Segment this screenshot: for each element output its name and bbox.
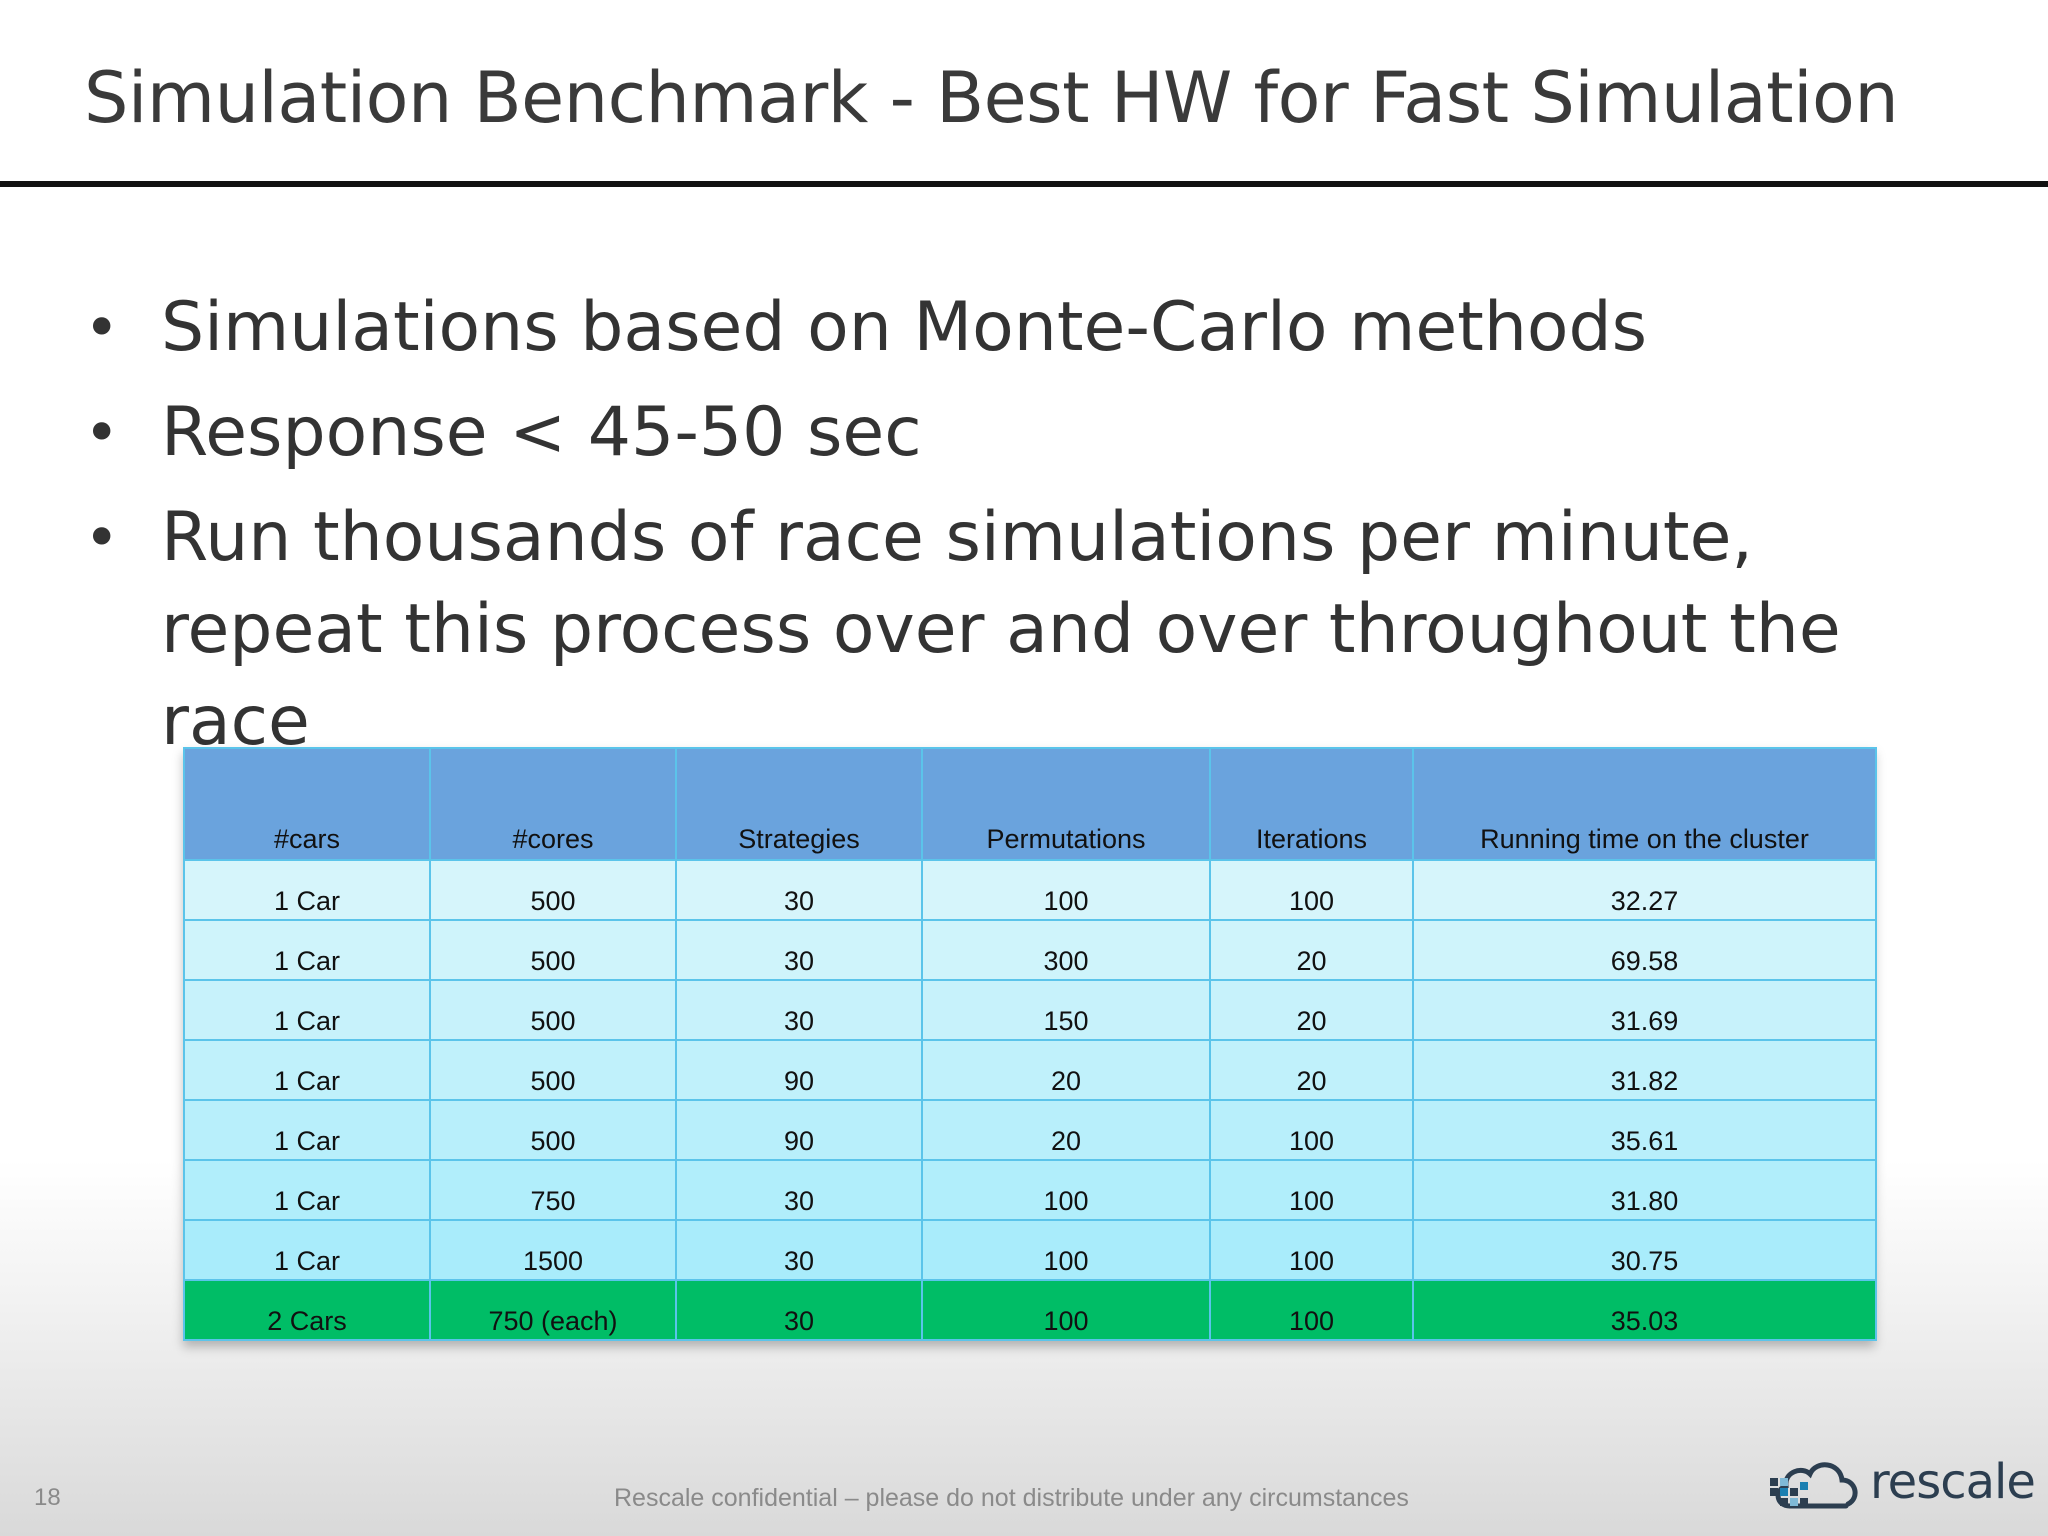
cell-running-time: 31.69 (1412, 979, 1877, 1041)
benchmark-table-container: #cars #cores Strategies Permutations Ite… (183, 747, 1877, 1341)
cell-strategies: 30 (675, 1219, 923, 1281)
cell-cars: 1 Car (183, 1159, 431, 1221)
cell-cores: 500 (429, 1039, 677, 1101)
cell-cars: 1 Car (183, 1039, 431, 1101)
cell-iterations: 100 (1209, 1159, 1414, 1221)
cell-iterations: 20 (1209, 919, 1414, 981)
table-row: 1 Car 500 30 100 100 32.27 (183, 859, 1877, 921)
cell-running-time: 31.80 (1412, 1159, 1877, 1221)
cell-strategies: 90 (675, 1099, 923, 1161)
bullet-marker: • (84, 503, 120, 573)
table-row: 1 Car 500 30 300 20 69.58 (183, 919, 1877, 981)
bullet-text: Response < 45-50 sec (161, 393, 922, 472)
cell-cores: 750 (429, 1159, 677, 1221)
benchmark-table: #cars #cores Strategies Permutations Ite… (183, 747, 1877, 1341)
table-row: 1 Car 500 30 150 20 31.69 (183, 979, 1877, 1041)
cell-cores: 500 (429, 979, 677, 1041)
cell-cores: 500 (429, 859, 677, 921)
cell-permutations: 20 (921, 1099, 1211, 1161)
table-row: 1 Car 500 90 20 100 35.61 (183, 1099, 1877, 1161)
cell-strategies: 90 (675, 1039, 923, 1101)
cell-cars: 1 Car (183, 979, 431, 1041)
cell-running-time: 31.82 (1412, 1039, 1877, 1101)
bullet-item: • Response < 45-50 sec (84, 387, 1984, 479)
cell-iterations: 100 (1209, 1099, 1414, 1161)
cell-permutations: 100 (921, 1159, 1211, 1221)
bullet-list: • Simulations based on Monte-Carlo metho… (84, 282, 1984, 781)
cell-iterations: 100 (1209, 859, 1414, 921)
table-row: 1 Car 1500 30 100 100 30.75 (183, 1219, 1877, 1281)
cell-permutations: 100 (921, 859, 1211, 921)
cell-permutations: 100 (921, 1219, 1211, 1281)
table-row-highlighted: 2 Cars 750 (each) 30 100 100 35.03 (183, 1279, 1877, 1341)
table-body: 1 Car 500 30 100 100 32.27 1 Car 500 30 300 20 69.5… (183, 859, 1877, 1341)
logo-wordmark: rescale (1870, 1454, 2036, 1510)
table-row: 1 Car 750 30 100 100 31.80 (183, 1159, 1877, 1221)
column-header-cars: #cars (183, 747, 431, 861)
cell-running-time: 30.75 (1412, 1219, 1877, 1281)
column-header-strategies: Strategies (675, 747, 923, 861)
cell-running-time: 32.27 (1412, 859, 1877, 921)
bullet-marker: • (84, 398, 120, 468)
bullet-text: Simulations based on Monte-Carlo methods (161, 288, 1648, 367)
rescale-logo: rescale (1768, 1452, 2036, 1518)
cloud-icon (1770, 1462, 1858, 1509)
page-number: 18 (34, 1484, 61, 1511)
cell-running-time: 69.58 (1412, 919, 1877, 981)
cell-cars: 1 Car (183, 859, 431, 921)
cell-cores: 500 (429, 1099, 677, 1161)
bullet-item: • Run thousands of race simulations per … (84, 492, 1984, 768)
cell-iterations: 20 (1209, 1039, 1414, 1101)
bullet-item: • Simulations based on Monte-Carlo metho… (84, 282, 1984, 374)
title-divider (0, 181, 2048, 187)
cell-running-time: 35.03 (1412, 1279, 1877, 1341)
cell-cars: 1 Car (183, 1219, 431, 1281)
cell-cars: 1 Car (183, 1099, 431, 1161)
cell-strategies: 30 (675, 1279, 923, 1341)
column-header-running-time: Running time on the cluster (1412, 747, 1877, 861)
cell-permutations: 150 (921, 979, 1211, 1041)
table-header-row: #cars #cores Strategies Permutations Ite… (183, 747, 1877, 861)
cell-permutations: 100 (921, 1279, 1211, 1341)
cell-iterations: 100 (1209, 1219, 1414, 1281)
cell-permutations: 300 (921, 919, 1211, 981)
cell-cars: 2 Cars (183, 1279, 431, 1341)
cell-iterations: 100 (1209, 1279, 1414, 1341)
cell-strategies: 30 (675, 979, 923, 1041)
cell-cores: 500 (429, 919, 677, 981)
cell-strategies: 30 (675, 919, 923, 981)
slide-title: Simulation Benchmark - Best HW for Fast … (84, 57, 1899, 139)
cell-permutations: 20 (921, 1039, 1211, 1101)
column-header-permutations: Permutations (921, 747, 1211, 861)
cell-cars: 1 Car (183, 919, 431, 981)
column-header-iterations: Iterations (1209, 747, 1414, 861)
bullet-text: Run thousands of race simulations per mi… (161, 498, 1841, 761)
confidential-notice: Rescale confidential – please do not dis… (614, 1484, 1409, 1512)
table-row: 1 Car 500 90 20 20 31.82 (183, 1039, 1877, 1101)
column-header-cores: #cores (429, 747, 677, 861)
cell-cores: 1500 (429, 1219, 677, 1281)
bullet-marker: • (84, 293, 120, 363)
cell-iterations: 20 (1209, 979, 1414, 1041)
cell-cores: 750 (each) (429, 1279, 677, 1341)
cell-strategies: 30 (675, 1159, 923, 1221)
cell-running-time: 35.61 (1412, 1099, 1877, 1161)
cell-strategies: 30 (675, 859, 923, 921)
